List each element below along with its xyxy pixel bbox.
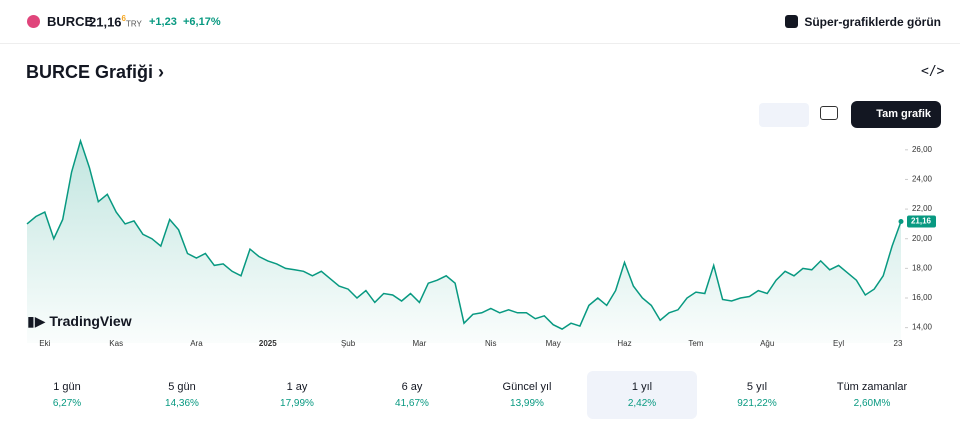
change-pct: +6,17% bbox=[183, 16, 221, 28]
period-tab[interactable]: 1 gün 6,27% bbox=[12, 371, 122, 419]
x-tick-label: Kas bbox=[109, 339, 123, 348]
snapshot-button[interactable] bbox=[820, 106, 838, 120]
currency: TRY bbox=[126, 19, 142, 29]
embed-button[interactable]: </> bbox=[921, 64, 945, 79]
watermark: ▮▶ TradingView bbox=[27, 313, 132, 329]
ticker: BURCE bbox=[47, 14, 94, 29]
line bbox=[26, 138, 902, 330]
period-label: 5 yıl bbox=[746, 381, 768, 393]
period-value: 17,99% bbox=[280, 398, 314, 409]
x-tick-label: May bbox=[546, 339, 561, 348]
x-tick-label: Mar bbox=[413, 339, 427, 348]
period-value: 13,99% bbox=[510, 398, 544, 409]
y-tick-label: 20,00 bbox=[912, 234, 933, 243]
period-value: 6,27% bbox=[52, 398, 82, 409]
super-charts-link[interactable]: Süper-grafiklerde görün bbox=[785, 15, 941, 29]
chart-style-toggle[interactable] bbox=[759, 103, 809, 127]
period-label: 1 yıl bbox=[631, 381, 653, 393]
period-value: 2,60M% bbox=[853, 398, 891, 409]
period-label: 6 ay bbox=[401, 381, 423, 393]
x-tick-label: 23 bbox=[894, 339, 903, 348]
last-point bbox=[898, 219, 904, 225]
y-tick-label: 26,00 bbox=[912, 145, 933, 154]
chart-title[interactable]: BURCE Grafiği › bbox=[26, 62, 165, 82]
last-value-label: 21,16 bbox=[911, 217, 932, 226]
last-value-badge bbox=[907, 215, 936, 228]
change: +1,23 bbox=[149, 16, 177, 28]
watermark-text: TradingView bbox=[49, 313, 132, 329]
x-tick-label: Eki bbox=[39, 339, 50, 348]
area bbox=[27, 140, 901, 343]
price: 21,166TRY bbox=[89, 14, 142, 29]
full-chart-button[interactable]: Tam grafik bbox=[851, 101, 941, 128]
period-bar: 1 gün 6,27% 5 gün 14,36% 1 ay 17,99% 6 ay 41,67… bbox=[0, 371, 960, 419]
top-bar: BURCE 21,166TRY +1,23 +6,17% Süper-grafi… bbox=[0, 0, 960, 44]
period-label: 1 gün bbox=[53, 381, 81, 393]
x-tick-label: Eyl bbox=[833, 339, 844, 348]
period-tab[interactable]: 5 gün 14,36% bbox=[127, 371, 237, 419]
period-label: Güncel yıl bbox=[502, 381, 552, 393]
period-value: 14,36% bbox=[165, 398, 199, 409]
y-tick-label: 14,00 bbox=[912, 323, 933, 332]
period-value: 2,42% bbox=[627, 398, 657, 409]
y-tick-label: 22,00 bbox=[912, 204, 933, 213]
x-tick-label: Ara bbox=[190, 339, 203, 348]
period-value: 921,22% bbox=[737, 398, 777, 409]
period-tab[interactable]: 1 yıl 2,42% bbox=[587, 371, 697, 419]
period-label: 1 ay bbox=[286, 381, 308, 393]
y-tick-label: 18,00 bbox=[912, 263, 933, 272]
period-tab[interactable]: 1 ay 17,99% bbox=[242, 371, 352, 419]
period-label: 5 gün bbox=[168, 381, 196, 393]
period-tab[interactable]: 6 ay 41,67% bbox=[357, 371, 467, 419]
period-tab[interactable]: 5 yıl 921,22% bbox=[702, 371, 812, 419]
super-charts-text: Süper-grafiklerde görün bbox=[804, 15, 941, 29]
x-tick-label: Haz bbox=[617, 339, 631, 348]
x-tick-label: Ağu bbox=[760, 339, 774, 348]
full-chart-text: Tam grafik bbox=[876, 108, 931, 120]
title-text: BURCE Grafiği bbox=[26, 62, 154, 82]
x-tick-label: Tem bbox=[688, 339, 703, 348]
x-tick-label: Nis bbox=[485, 339, 497, 348]
chart: 14,00 16,00 18,00 20,00 22,00 24,00 26,00 21,16… bbox=[26, 138, 936, 348]
x-tick-label: 2025 bbox=[259, 339, 277, 348]
y-tick-label: 24,00 bbox=[912, 175, 933, 184]
price-main: 21,16 bbox=[89, 14, 122, 30]
period-value: 41,67% bbox=[395, 398, 429, 409]
period-tab[interactable]: Tüm zamanlar 2,60M% bbox=[817, 371, 927, 419]
logo bbox=[27, 15, 40, 28]
x-tick-label: Şub bbox=[341, 339, 356, 348]
price-sup: 6 bbox=[121, 14, 126, 23]
period-label: Tüm zamanlar bbox=[836, 381, 908, 393]
period-tab[interactable]: Güncel yıl 13,99% bbox=[472, 371, 582, 419]
y-tick-label: 16,00 bbox=[912, 293, 933, 302]
